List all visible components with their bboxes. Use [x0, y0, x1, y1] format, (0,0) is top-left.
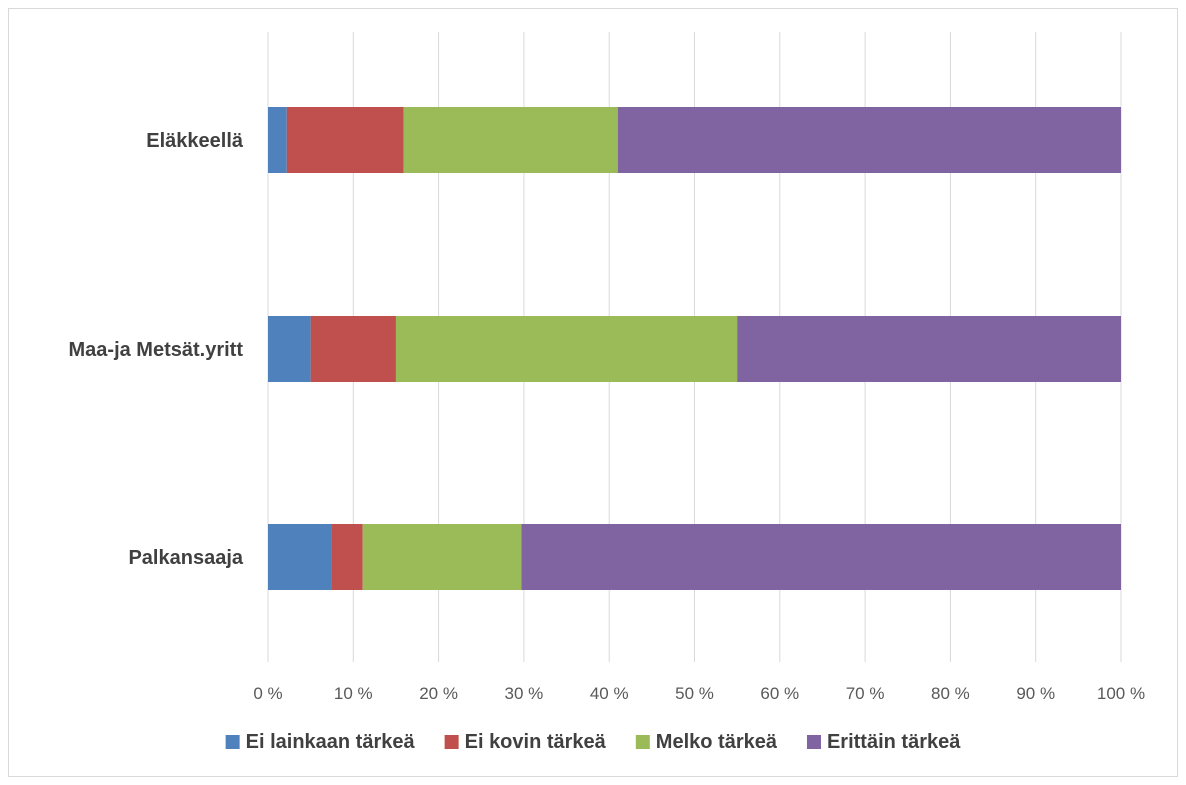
- x-tick-label: 0 %: [253, 684, 282, 703]
- bar-segment: [268, 107, 287, 173]
- bar-segment: [395, 316, 738, 382]
- x-tick-label: 40 %: [590, 684, 629, 703]
- legend-label: Erittäin tärkeä: [827, 731, 961, 753]
- legend: Ei lainkaan tärkeä Ei kovin tärkeä Melko t…: [225, 731, 961, 753]
- category-label: Maa-ja Metsät.yritt: [69, 339, 244, 361]
- bar-segment: [331, 524, 363, 590]
- bar-segment: [521, 524, 1121, 590]
- x-tick-label: 50 %: [675, 684, 714, 703]
- legend-label: Ei lainkaan tärkeä: [246, 731, 416, 753]
- x-tick-label: 60 %: [760, 684, 799, 703]
- legend-swatch: [806, 735, 821, 749]
- axis-labels: 0 % 10 % 20 % 30 % 40 % 50 % 60 % 70 % 80 % 90 % 1…: [69, 130, 1146, 703]
- x-tick-label: 10 %: [334, 684, 373, 703]
- legend-swatch: [225, 735, 240, 749]
- bar-segment: [403, 107, 618, 173]
- bar-segment: [737, 316, 1121, 382]
- category-label: Eläkkeellä: [146, 130, 244, 152]
- x-tick-label: 80 %: [931, 684, 970, 703]
- x-tick-label: 100 %: [1097, 684, 1145, 703]
- bar-segment: [286, 107, 404, 173]
- legend-label: Melko tärkeä: [656, 731, 778, 753]
- legend-swatch: [444, 735, 459, 749]
- x-tick-label: 30 %: [505, 684, 544, 703]
- bars: [268, 107, 1121, 590]
- bar-segment: [268, 316, 311, 382]
- x-tick-label: 20 %: [419, 684, 458, 703]
- x-tick-label: 90 %: [1016, 684, 1055, 703]
- bar-segment: [617, 107, 1121, 173]
- category-label: Palkansaaja: [128, 547, 243, 569]
- bar-segment: [268, 524, 332, 590]
- bar-segment: [310, 316, 396, 382]
- legend-label: Ei kovin tärkeä: [465, 731, 607, 753]
- bar-segment: [362, 524, 522, 590]
- legend-swatch: [635, 735, 650, 749]
- x-tick-label: 70 %: [846, 684, 885, 703]
